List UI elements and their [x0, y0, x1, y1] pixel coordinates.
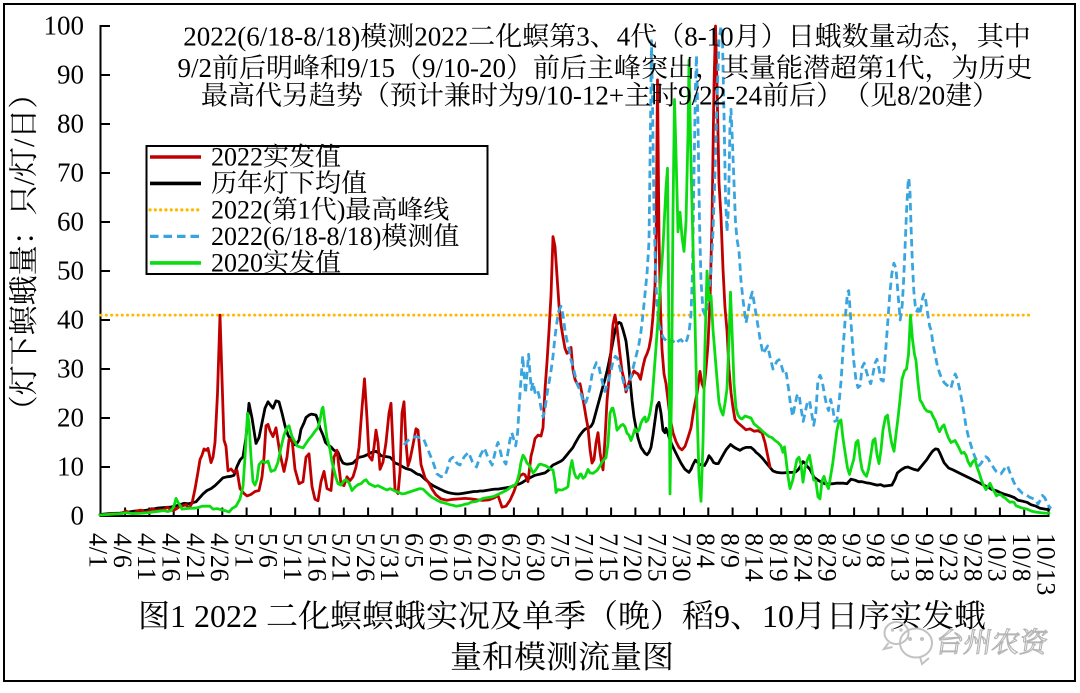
svg-text:9/3: 9/3 — [837, 533, 866, 569]
svg-text:7/15: 7/15 — [594, 533, 623, 582]
svg-text:8/24: 8/24 — [788, 533, 817, 582]
svg-text:5/1: 5/1 — [229, 533, 258, 569]
svg-text:5/16: 5/16 — [302, 533, 331, 582]
svg-text:4/26: 4/26 — [205, 533, 234, 582]
svg-text:20: 20 — [57, 403, 84, 433]
svg-text:30: 30 — [57, 354, 84, 384]
svg-text:10: 10 — [762, 598, 794, 634]
svg-text:8/14: 8/14 — [740, 533, 769, 582]
svg-text:8/29: 8/29 — [813, 533, 842, 582]
svg-text:9/23: 9/23 — [934, 533, 963, 582]
svg-text:9/8: 9/8 — [861, 533, 890, 569]
svg-text:2022(6/18-8/18): 2022(6/18-8/18) — [183, 22, 360, 52]
svg-text:8/9: 8/9 — [715, 533, 744, 569]
svg-text:10/3: 10/3 — [983, 533, 1012, 582]
svg-text:): ) — [337, 195, 346, 224]
svg-text:/: / — [8, 176, 41, 185]
svg-text:0: 0 — [71, 501, 85, 531]
svg-text:6/10: 6/10 — [424, 533, 453, 582]
svg-text:9/28: 9/28 — [958, 533, 987, 582]
svg-text:2022(: 2022( — [211, 195, 272, 224]
svg-text:9: 9 — [714, 598, 730, 634]
svg-text:9/10-20: 9/10-20 — [422, 53, 506, 83]
svg-text:4/6: 4/6 — [108, 533, 137, 569]
svg-text:8/4: 8/4 — [691, 533, 720, 569]
svg-text:1: 1 — [298, 195, 311, 224]
svg-text:50: 50 — [57, 256, 84, 286]
svg-text:7/20: 7/20 — [618, 533, 647, 582]
svg-text:6/20: 6/20 — [472, 533, 501, 582]
svg-text:6/15: 6/15 — [448, 533, 477, 582]
svg-text:4: 4 — [617, 22, 631, 52]
svg-text:9/18: 9/18 — [910, 533, 939, 582]
svg-text:8-10: 8-10 — [684, 22, 734, 52]
svg-text:8/20: 8/20 — [897, 81, 945, 111]
svg-text:/: / — [8, 138, 41, 147]
svg-text:1: 1 — [884, 53, 898, 83]
svg-text:5/11: 5/11 — [278, 533, 307, 581]
svg-text:6/5: 6/5 — [400, 533, 429, 569]
svg-text:60: 60 — [57, 207, 84, 237]
svg-text:4/1: 4/1 — [84, 533, 113, 569]
svg-text:9/2: 9/2 — [178, 53, 213, 83]
svg-text:6/30: 6/30 — [521, 533, 550, 582]
svg-text:7/5: 7/5 — [545, 533, 574, 569]
svg-text:5/31: 5/31 — [375, 533, 404, 582]
svg-text:5/26: 5/26 — [351, 533, 380, 582]
svg-text:1 2022: 1 2022 — [170, 598, 258, 634]
svg-text:9/13: 9/13 — [886, 533, 915, 582]
svg-text:7/25: 7/25 — [643, 533, 672, 582]
svg-text:8/19: 8/19 — [764, 533, 793, 582]
svg-text:2020: 2020 — [211, 248, 263, 277]
svg-text:2022(6/18-8/18): 2022(6/18-8/18) — [211, 222, 381, 251]
svg-text:2022: 2022 — [211, 143, 263, 172]
svg-text:9/10-12+: 9/10-12+ — [525, 81, 624, 111]
svg-text:3: 3 — [576, 22, 590, 52]
svg-text:10: 10 — [57, 452, 84, 482]
svg-text:80: 80 — [57, 109, 84, 139]
svg-text:4/11: 4/11 — [132, 533, 161, 581]
svg-text:4/21: 4/21 — [181, 533, 210, 582]
svg-text:10/8: 10/8 — [1007, 533, 1036, 582]
svg-text:9/15: 9/15 — [347, 53, 395, 83]
svg-text:4/16: 4/16 — [157, 533, 186, 582]
svg-text:10/13: 10/13 — [1031, 533, 1060, 596]
svg-text:100: 100 — [44, 11, 85, 41]
svg-text:9/22-24: 9/22-24 — [678, 81, 762, 111]
svg-text:90: 90 — [57, 60, 84, 90]
svg-text:7/10: 7/10 — [570, 533, 599, 582]
svg-text:5/21: 5/21 — [327, 533, 356, 582]
svg-text:2022: 2022 — [414, 22, 468, 52]
svg-text:5/6: 5/6 — [254, 533, 283, 569]
svg-text:40: 40 — [57, 305, 84, 335]
svg-text:70: 70 — [57, 158, 84, 188]
svg-text:7/30: 7/30 — [667, 533, 696, 582]
svg-text:6/25: 6/25 — [497, 533, 526, 582]
